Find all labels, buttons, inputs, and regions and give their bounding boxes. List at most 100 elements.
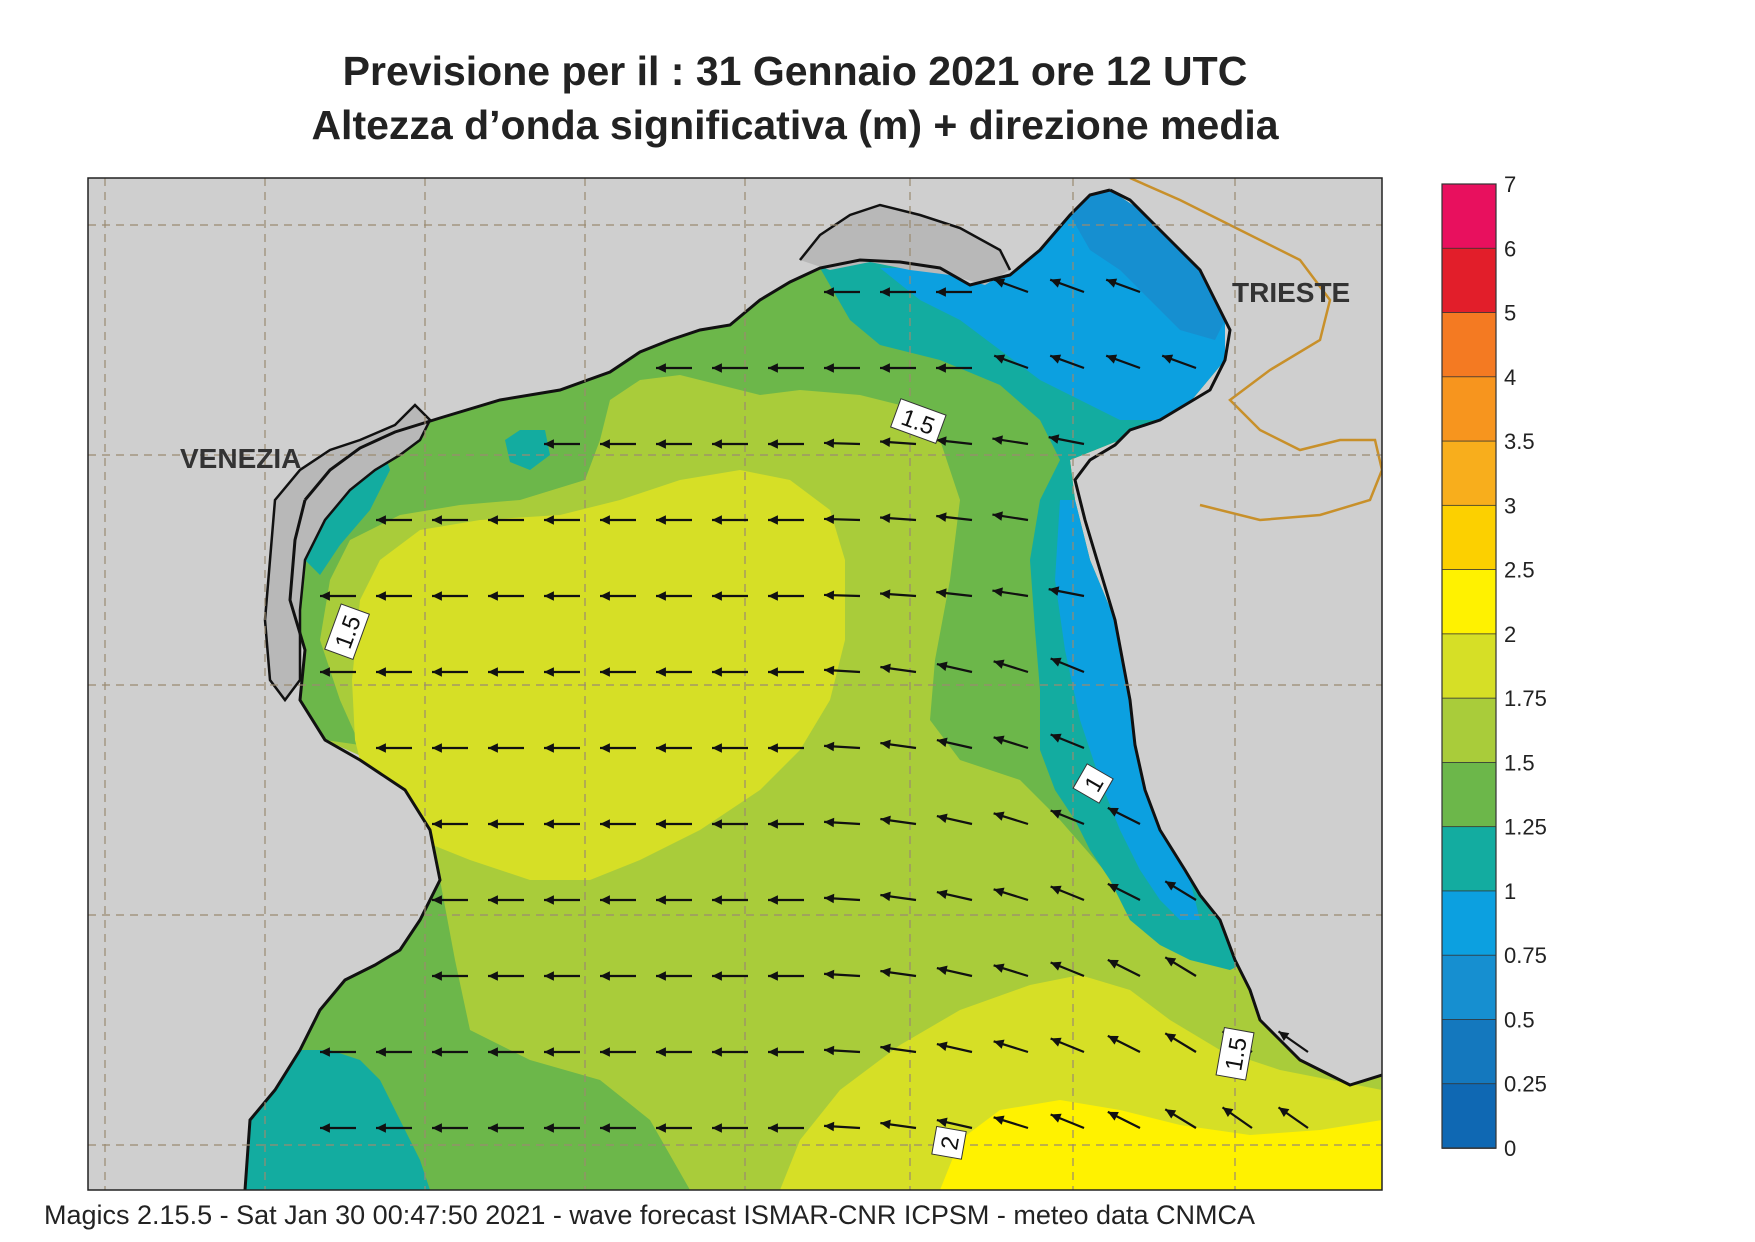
wave-arrow-head xyxy=(544,1123,554,1133)
wave-arrow-head xyxy=(768,439,778,449)
wave-arrow-head xyxy=(712,363,722,373)
venice-lagoon xyxy=(265,405,430,700)
wave-arrow-head xyxy=(544,439,554,449)
wave-arrow-head xyxy=(488,1047,498,1057)
legend-tick-label: 0.25 xyxy=(1504,1072,1547,1097)
wave-arrow-head xyxy=(993,887,1005,897)
coastline-west xyxy=(303,188,1111,501)
wave-arrow-head xyxy=(992,511,1003,521)
wave-arrow-head xyxy=(712,743,722,753)
wave-arrow-head xyxy=(1050,733,1062,743)
wave-arrow-head xyxy=(544,971,554,981)
wave-arrow-head xyxy=(824,817,835,828)
wave-arrow-head xyxy=(1050,1037,1062,1047)
wave-arrow-head xyxy=(544,515,554,525)
legend-tick-label: 4 xyxy=(1504,365,1516,390)
wave-arrow-head xyxy=(880,739,891,750)
wave-arrow-head xyxy=(544,895,554,905)
wave-arrow-head xyxy=(1107,1035,1119,1045)
wave-arrow-head xyxy=(1165,1033,1177,1043)
wave-arrow-head xyxy=(656,439,666,449)
wave-arrow-head xyxy=(994,354,1006,364)
legend-tick-label: 1.5 xyxy=(1504,750,1535,775)
wave-arrow-head xyxy=(376,667,386,677)
legend-swatch xyxy=(1441,183,1497,250)
wave-arrow-head xyxy=(880,1119,891,1130)
wave-arrow-head xyxy=(712,1123,722,1133)
wave-direction-arrows xyxy=(320,278,1309,1133)
wave-arrow-head xyxy=(656,743,666,753)
wave-arrow-head xyxy=(1048,586,1060,596)
wave-arrow-head xyxy=(768,515,778,525)
sea-band-1-1-25-lido xyxy=(505,430,550,470)
wave-arrow-head xyxy=(1165,957,1177,967)
legend-tick-label: 0 xyxy=(1504,1136,1516,1161)
legend-swatch xyxy=(1441,1083,1497,1149)
wave-arrow-head xyxy=(656,667,666,677)
coastline-southwest xyxy=(243,499,442,1190)
wave-arrow-head xyxy=(1165,881,1177,891)
wave-arrow-head xyxy=(993,735,1005,745)
wave-arrow-head xyxy=(880,513,891,523)
sea-band-0-75-1-east xyxy=(1055,500,1200,920)
legend-tick-label: 1 xyxy=(1504,879,1516,904)
sea-band-1-1-25-southwest xyxy=(245,1050,430,1190)
legend-tick-label: 0.5 xyxy=(1504,1007,1535,1032)
wave-arrow-head xyxy=(600,439,610,449)
wave-arrow-head xyxy=(544,1047,554,1057)
sea-band-0-5-0-75 xyxy=(1070,190,1225,340)
legend-tick-label: 6 xyxy=(1504,236,1516,261)
wave-arrow-head xyxy=(993,1039,1005,1049)
city-label-trieste: TRIESTE xyxy=(1232,277,1350,308)
wave-arrow-head xyxy=(880,363,890,373)
wave-arrow-head xyxy=(936,661,948,671)
wave-arrow-head xyxy=(376,515,386,525)
legend-swatch xyxy=(1441,826,1497,892)
wave-arrow-head xyxy=(656,1123,666,1133)
city-label-venezia: VENEZIA xyxy=(180,443,301,474)
legend-swatch xyxy=(1441,890,1497,957)
title-line-2: Altezza d’onda significativa (m) + direz… xyxy=(311,102,1279,148)
svg-text:2: 2 xyxy=(936,1134,965,1152)
wave-arrow-head xyxy=(488,895,498,905)
legend-swatch xyxy=(1441,376,1497,442)
wave-arrow-head xyxy=(824,1121,835,1132)
wave-arrow-head xyxy=(1050,885,1062,895)
legend-frame xyxy=(1441,183,1497,1149)
wave-arrow-head xyxy=(824,665,835,676)
legend-swatch xyxy=(1441,762,1497,828)
contour-label: 1 xyxy=(1072,763,1114,804)
legend-swatch xyxy=(1441,697,1497,764)
wave-arrow-head xyxy=(1106,354,1118,364)
wave-arrow-head xyxy=(824,514,835,525)
wave-arrow-head xyxy=(600,1123,610,1133)
map-area xyxy=(88,178,1382,1190)
wave-arrow-head xyxy=(712,667,722,677)
graticule xyxy=(88,178,1382,1190)
wave-arrow-head xyxy=(712,895,722,905)
wave-arrow-head xyxy=(432,971,442,981)
wave-arrow-head xyxy=(880,663,891,674)
wave-arrow-head xyxy=(656,895,666,905)
legend-swatch xyxy=(1441,954,1497,1021)
wave-arrow-head xyxy=(936,1117,948,1127)
wave-arrow-head xyxy=(1106,278,1118,288)
legend-tick-label: 1.25 xyxy=(1504,815,1547,840)
land-friuli xyxy=(88,178,1110,1190)
wave-arrow-head xyxy=(712,971,722,981)
wave-arrow-head xyxy=(488,515,498,525)
legend-tick-label: 2.5 xyxy=(1504,558,1535,583)
wave-arrow-head xyxy=(712,819,722,829)
legend-swatch xyxy=(1441,440,1497,507)
wave-arrow-head xyxy=(824,741,835,752)
wave-arrow-head xyxy=(376,591,386,601)
wave-arrow-head xyxy=(656,515,666,525)
wave-arrow-head xyxy=(1048,434,1060,444)
coastline-east xyxy=(1073,188,1382,1087)
wave-arrow-head xyxy=(544,591,554,601)
wave-arrow-head xyxy=(880,967,891,978)
wave-arrow-head xyxy=(768,743,778,753)
wave-arrow-head xyxy=(936,889,948,899)
wave-arrow-head xyxy=(544,819,554,829)
wave-arrow-head xyxy=(1107,959,1119,969)
